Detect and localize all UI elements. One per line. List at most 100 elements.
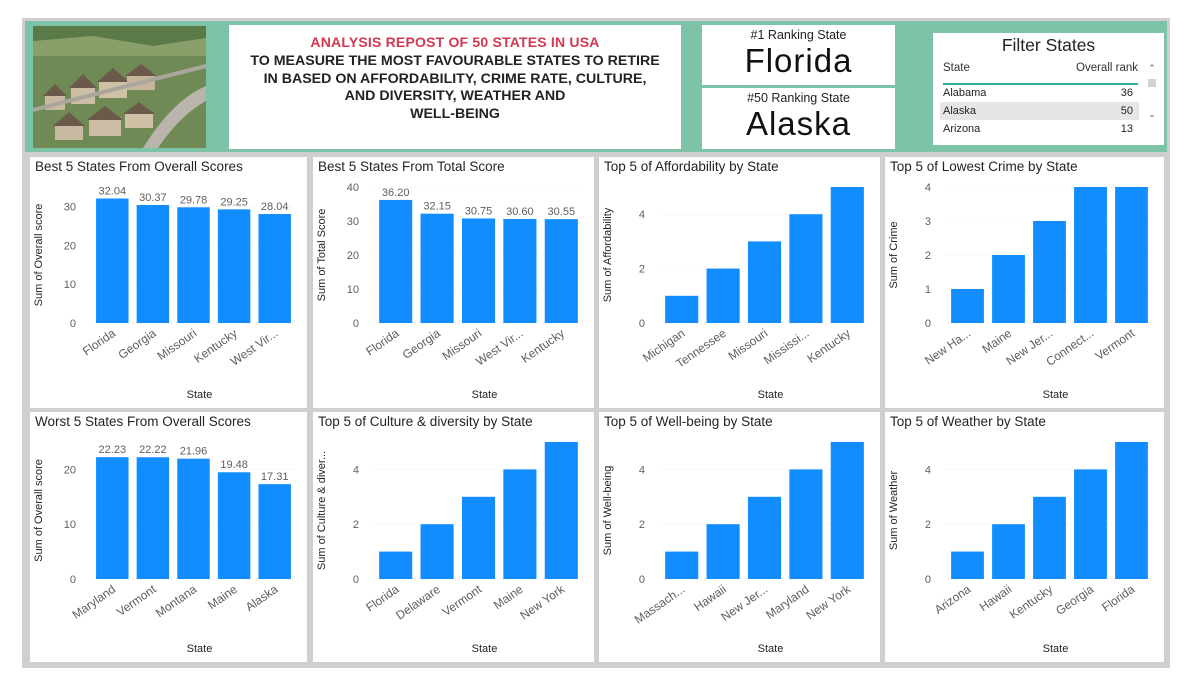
bar	[789, 469, 823, 579]
x-tick-label: Florida	[363, 326, 401, 359]
y-axis-label: Sum of Overall score	[33, 459, 45, 562]
x-axis-label: State	[758, 643, 784, 655]
y-axis-label: Sum of Well-being	[602, 466, 614, 556]
report-title-box: ANALYSIS REPOST OF 50 STATES IN USA TO M…	[229, 25, 681, 149]
chart-card-worst-overall: Worst 5 States From Overall Scores 0 10 20…	[30, 412, 307, 662]
x-tick-label: Vermont	[1093, 326, 1138, 363]
y-tick-label: 0	[70, 318, 76, 330]
rank50-card: #50 Ranking State Alaska	[702, 88, 895, 149]
chart-card-crime: Top 5 of Lowest Crime by State 0 1 2 3 4 Sum …	[885, 157, 1164, 408]
filter-scrollbar[interactable]: ⌃ ⌄	[1147, 63, 1157, 131]
report-title: ANALYSIS REPOST OF 50 STATES IN USA	[310, 34, 600, 50]
filter-row-rank: 50	[1120, 105, 1133, 117]
bar	[96, 457, 129, 579]
y-tick-label: 0	[353, 318, 359, 330]
bar	[544, 219, 578, 323]
bar	[503, 469, 537, 579]
y-axis-label: Sum of Crime	[888, 221, 900, 288]
y-tick-label: 1	[925, 284, 931, 296]
x-tick-label: Georgia	[116, 326, 159, 362]
y-tick-label: 10	[347, 284, 359, 296]
bar	[789, 214, 823, 323]
rank50-label: #50 Ranking State	[747, 91, 850, 105]
x-tick-label: Maryland	[70, 582, 118, 622]
data-label: 21.96	[180, 446, 208, 458]
x-tick-label: New York	[517, 581, 567, 622]
rank1-card: #1 Ranking State Florida	[702, 25, 895, 85]
data-label: 22.22	[139, 444, 167, 456]
rank50-state: Alaska	[745, 105, 852, 142]
y-tick-label: 20	[64, 240, 76, 252]
filter-row-state: Alaska	[943, 105, 977, 117]
x-tick-label: Montana	[153, 582, 200, 620]
bar	[177, 458, 210, 579]
y-tick-label: 2	[353, 519, 359, 531]
data-label: 19.48	[220, 459, 248, 471]
bar	[461, 496, 496, 579]
bar	[258, 214, 291, 323]
y-tick-label: 20	[347, 250, 359, 262]
y-tick-label: 30	[347, 216, 359, 228]
filter-row[interactable]: Arizona 13	[940, 120, 1139, 138]
chevron-up-icon[interactable]: ⌃	[1148, 63, 1156, 73]
x-tick-label: Georgia	[1053, 582, 1096, 618]
filter-title: Filter States	[1001, 35, 1096, 55]
data-label: 30.55	[548, 206, 576, 218]
bar	[461, 218, 496, 323]
y-tick-label: 2	[639, 264, 645, 276]
x-tick-label: Florida	[1099, 582, 1137, 615]
chart-card-wellbeing: Top 5 of Well-being by State 0 2 4 Sum of W…	[599, 412, 880, 662]
chart-card-best-overall: Best 5 States From Overall Scores 0 10 20 3…	[30, 157, 307, 408]
bar	[706, 268, 740, 323]
chart-title: Top 5 of Weather by State	[890, 414, 1046, 429]
rank1-state: Florida	[744, 42, 853, 79]
data-label: 32.04	[99, 186, 127, 198]
x-axis-label: State	[758, 389, 784, 401]
bar	[217, 472, 251, 579]
y-tick-label: 0	[639, 574, 645, 586]
x-tick-label: Kentucky	[519, 326, 567, 366]
y-axis-label: Sum of Culture & diver...	[316, 451, 328, 570]
y-tick-label: 0	[925, 574, 931, 586]
x-axis-label: State	[472, 389, 498, 401]
filter-row-state: Arizona	[943, 123, 981, 135]
chart-title: Top 5 of Well-being by State	[604, 414, 773, 429]
y-tick-label: 2	[639, 519, 645, 531]
bar	[830, 187, 864, 323]
rank1-label: #1 Ranking State	[750, 28, 847, 42]
filter-row[interactable]: Alaska 50	[940, 102, 1139, 120]
chart-card-weather: Top 5 of Weather by State 0 2 4 Sum of Weat…	[885, 412, 1164, 662]
bar	[379, 199, 413, 323]
filter-col-rank[interactable]: Overall rank	[1076, 62, 1138, 74]
bar	[177, 207, 210, 323]
chart-title: Best 5 States From Total Score	[318, 159, 505, 174]
filter-row-rank: 13	[1120, 123, 1133, 135]
chart-card-best-total: Best 5 States From Total Score 0 10 20 30 40…	[313, 157, 594, 408]
scroll-thumb[interactable]	[1148, 79, 1156, 87]
x-tick-label: New York	[803, 581, 853, 622]
x-axis-label: State	[1043, 643, 1069, 655]
y-tick-label: 4	[925, 464, 931, 476]
x-tick-label: West Vir...	[473, 326, 525, 369]
report-subtitle: TO MEASURE THE MOST FAVOURABLE STATES TO…	[250, 53, 660, 122]
data-label: 30.60	[506, 206, 534, 218]
x-axis-label: State	[472, 643, 498, 655]
y-tick-label: 0	[353, 574, 359, 586]
bar	[544, 442, 578, 579]
filter-col-state[interactable]: State	[943, 62, 970, 74]
x-tick-label: Massach...	[632, 582, 688, 627]
chart-title: Worst 5 States From Overall Scores	[35, 414, 251, 429]
y-tick-label: 4	[353, 464, 359, 476]
chart-title: Top 5 of Culture & diversity by State	[318, 414, 533, 429]
x-tick-label: Arizona	[932, 582, 974, 617]
y-tick-label: 2	[925, 250, 931, 262]
filter-row[interactable]: Alabama 36	[940, 84, 1139, 102]
bar	[992, 524, 1025, 579]
chevron-down-icon[interactable]: ⌄	[1148, 109, 1156, 119]
y-tick-label: 2	[925, 519, 931, 531]
y-tick-label: 0	[925, 318, 931, 330]
y-tick-label: 20	[64, 464, 76, 476]
bar	[665, 295, 699, 323]
bar	[420, 213, 454, 323]
y-axis-label: Sum of Overall score	[33, 204, 45, 307]
